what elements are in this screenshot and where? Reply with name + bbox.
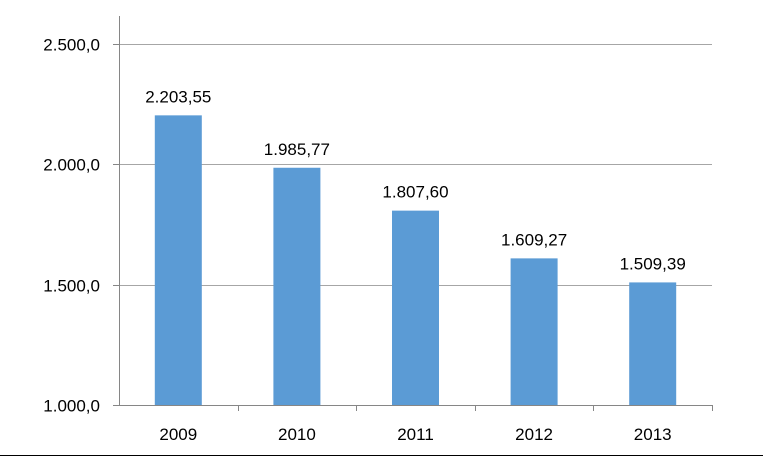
bar-2009 <box>154 115 202 405</box>
data-label-2010: 1.985,77 <box>264 140 330 159</box>
x-tick-label: 2013 <box>634 425 672 444</box>
bar-2011 <box>392 210 439 405</box>
y-tick-label: 2.000,0 <box>43 156 100 175</box>
data-label-2013: 1.509,39 <box>620 254 686 273</box>
x-tick-label: 2010 <box>278 425 316 444</box>
data-label-2009: 2.203,55 <box>145 87 211 106</box>
y-tick-label: 1.000,0 <box>43 397 100 416</box>
x-tick-label: 2011 <box>397 425 434 444</box>
y-tick-label: 1.500,0 <box>43 277 100 296</box>
bar-layer <box>154 115 677 405</box>
data-label-2011: 1.807,60 <box>382 183 448 202</box>
label-layer: 1.000,0 1.500,0 2.000,0 2.500,0 2009 2.203,55… <box>43 36 686 445</box>
axis-layer <box>113 16 713 411</box>
bar-2012 <box>510 258 558 405</box>
x-tick-label: 2012 <box>515 425 553 444</box>
bar-2013 <box>629 282 677 405</box>
data-label-2012: 1.609,27 <box>501 230 567 249</box>
bar-2010 <box>273 167 321 405</box>
x-tick-label: 2009 <box>159 425 197 444</box>
y-tick-label: 2.500,0 <box>43 36 100 55</box>
